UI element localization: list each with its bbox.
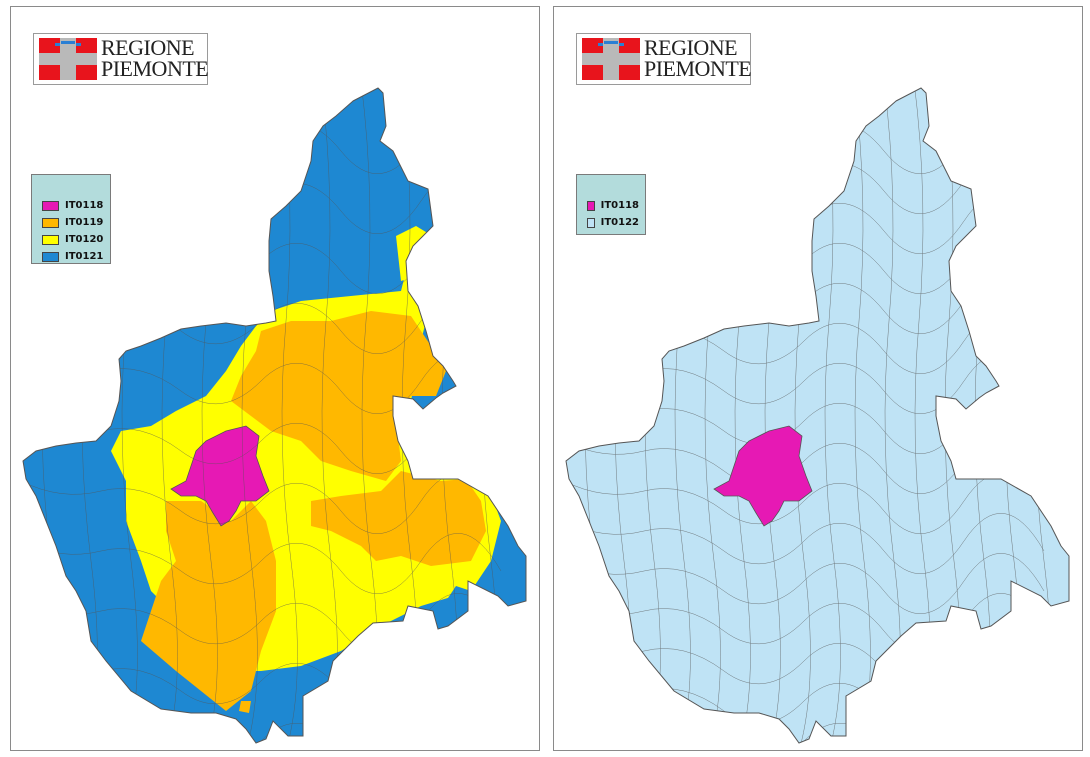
legend-swatch-magenta bbox=[587, 200, 595, 211]
legend-label: IT0121 bbox=[65, 251, 104, 262]
logo-text: REGIONE PIEMONTE bbox=[644, 35, 752, 81]
regione-piemonte-logo: REGIONE PIEMONTE bbox=[576, 33, 752, 85]
logo-line1: REGIONE bbox=[644, 35, 738, 60]
map-legend: IT0118 IT0122 bbox=[576, 174, 646, 235]
legend-label: IT0119 bbox=[65, 217, 104, 228]
legend-swatch-light-blue bbox=[587, 217, 595, 228]
piemonte-flag-icon bbox=[39, 38, 97, 80]
legend-item-it0118: IT0118 bbox=[587, 197, 639, 214]
logo-line2: PIEMONTE bbox=[644, 56, 752, 81]
legend-item-it0120: IT0120 bbox=[42, 231, 104, 248]
piemonte-agglomeration-map bbox=[565, 87, 1070, 744]
legend-item-it0122: IT0122 bbox=[587, 214, 639, 231]
legend-label: IT0122 bbox=[600, 217, 639, 228]
legend-swatch-yellow bbox=[42, 234, 59, 245]
legend-label: IT0118 bbox=[65, 200, 104, 211]
legend-swatch-orange bbox=[42, 217, 59, 228]
regione-piemonte-logo: REGIONE PIEMONTE bbox=[33, 33, 209, 85]
logo-line2: PIEMONTE bbox=[101, 56, 209, 81]
piemonte-flag-icon bbox=[582, 38, 640, 80]
legend-item-it0119: IT0119 bbox=[42, 214, 104, 231]
legend-swatch-magenta bbox=[42, 200, 59, 211]
map-panel-zones-left: REGIONE PIEMONTE bbox=[10, 6, 540, 751]
logo-text: REGIONE PIEMONTE bbox=[101, 35, 209, 81]
piemonte-zones-map bbox=[22, 87, 527, 744]
legend-label: IT0118 bbox=[600, 200, 639, 211]
legend-swatch-blue bbox=[42, 251, 59, 262]
legend-label: IT0120 bbox=[65, 234, 104, 245]
map-legend: IT0118 IT0119 IT0120 IT0121 bbox=[31, 174, 111, 264]
map-panel-zones-right: REGIONE PIEMONTE bbox=[553, 6, 1083, 751]
legend-item-it0118: IT0118 bbox=[42, 197, 104, 214]
logo-line1: REGIONE bbox=[101, 35, 195, 60]
legend-item-it0121: IT0121 bbox=[42, 248, 104, 265]
